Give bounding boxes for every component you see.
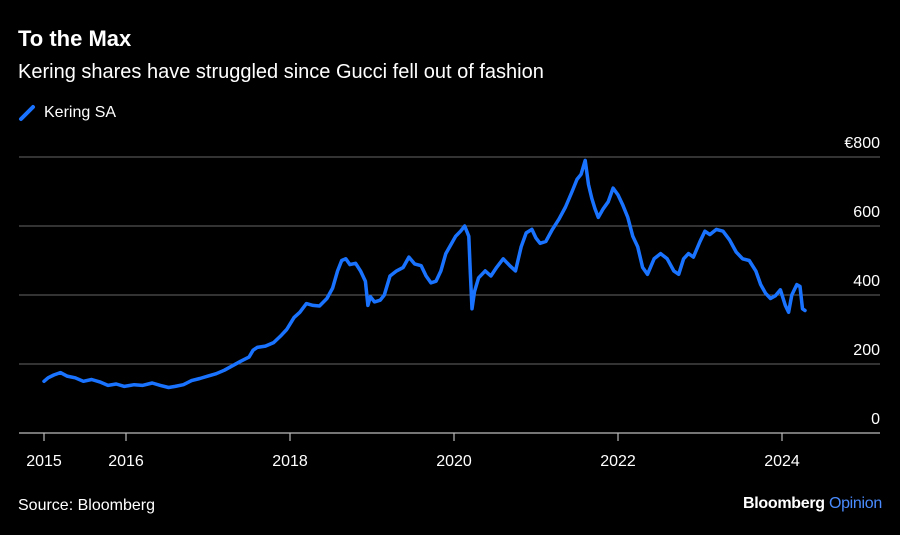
brand-accent: Opinion bbox=[828, 495, 882, 512]
y-tick-label: 0 bbox=[871, 411, 880, 428]
x-tick-label: 2020 bbox=[436, 453, 472, 470]
y-tick-label: 400 bbox=[853, 273, 880, 290]
legend: Kering SA bbox=[18, 104, 116, 122]
chart-subtitle: Kering shares have struggled since Gucci… bbox=[18, 61, 544, 83]
x-tick-label: 2015 bbox=[26, 453, 62, 470]
legend-swatch-icon bbox=[19, 105, 35, 121]
x-tick-label: 2018 bbox=[272, 453, 308, 470]
y-axis: 0 200 400 600 €800 bbox=[844, 135, 880, 428]
x-tick-label: 2024 bbox=[764, 453, 800, 470]
x-tick-label: 2022 bbox=[600, 453, 636, 470]
brand-logo: Bloomberg Opinion bbox=[743, 495, 882, 513]
x-axis: 2015 2016 2018 2020 2022 2024 bbox=[19, 432, 880, 470]
source-note: Source: Bloomberg bbox=[18, 497, 155, 514]
y-tick-label: 600 bbox=[853, 204, 880, 221]
chart-title: To the Max bbox=[18, 26, 132, 51]
series-line-kering bbox=[42, 158, 807, 390]
gridlines bbox=[19, 156, 880, 365]
series-group bbox=[42, 158, 807, 390]
brand-main: Bloomberg bbox=[743, 495, 825, 512]
y-tick-label: 200 bbox=[853, 342, 880, 359]
y-tick-label: €800 bbox=[844, 135, 880, 152]
x-tick-label: 2016 bbox=[108, 453, 144, 470]
legend-label: Kering SA bbox=[44, 104, 117, 121]
